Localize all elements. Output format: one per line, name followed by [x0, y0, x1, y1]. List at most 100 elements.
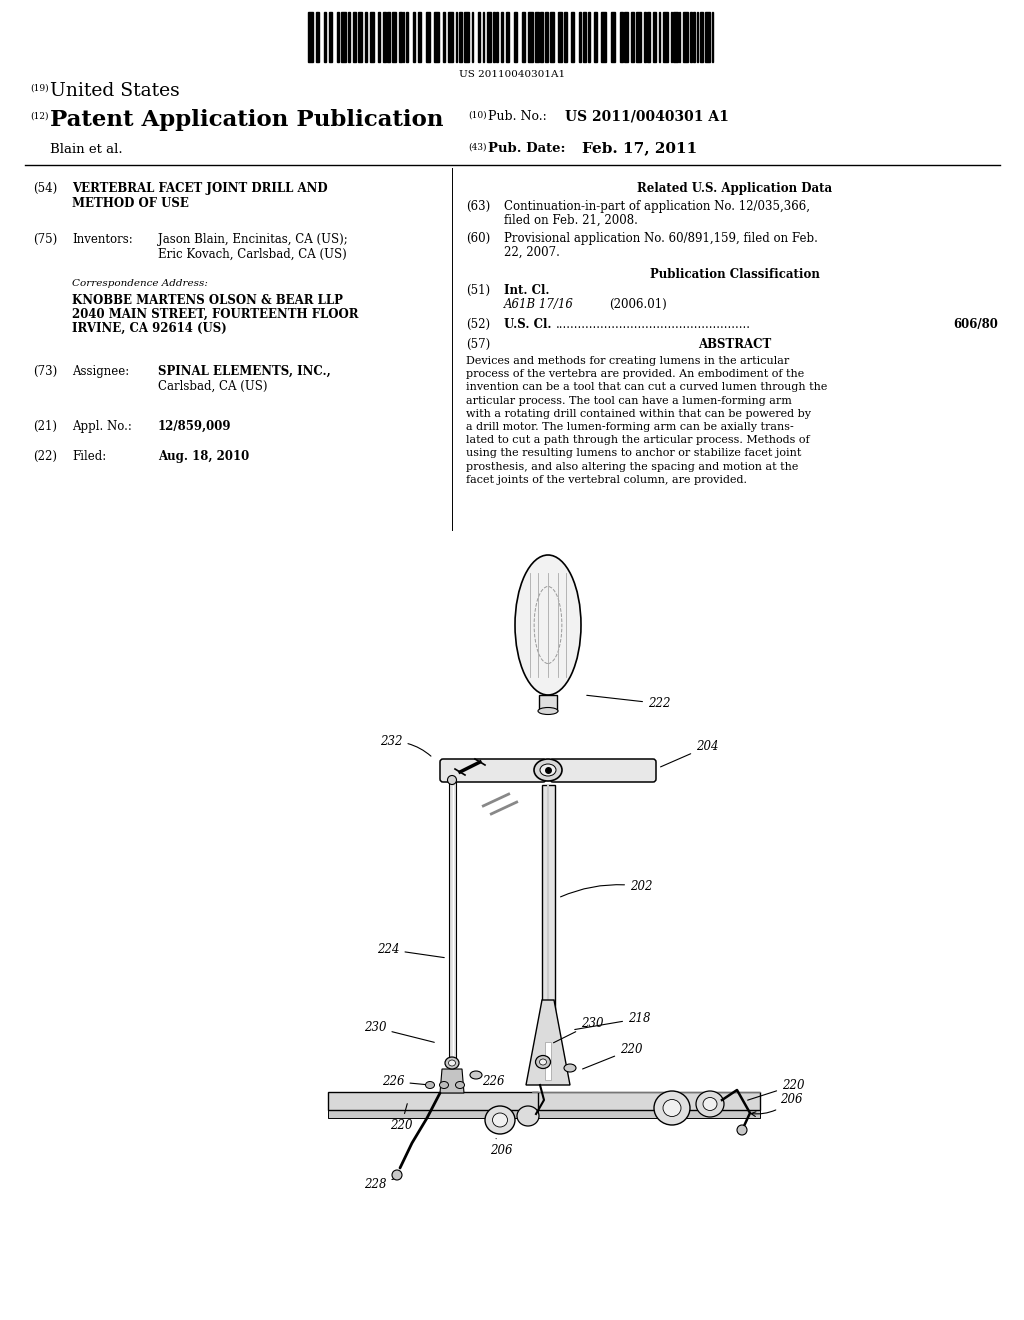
Text: ABSTRACT: ABSTRACT: [698, 338, 772, 351]
Ellipse shape: [540, 764, 556, 776]
Text: Aug. 18, 2010: Aug. 18, 2010: [158, 450, 249, 463]
Bar: [387, 12, 390, 62]
Text: VERTEBRAL FACET JOINT DRILL AND
METHOD OF USE: VERTEBRAL FACET JOINT DRILL AND METHOD O…: [72, 182, 328, 210]
Text: 226: 226: [382, 1074, 427, 1088]
Text: Carlsbad, CA (US): Carlsbad, CA (US): [158, 380, 267, 393]
Text: with a rotating drill contained within that can be powered by: with a rotating drill contained within t…: [466, 409, 811, 418]
Bar: [501, 12, 503, 62]
Text: (12): (12): [30, 112, 48, 121]
Bar: [329, 12, 332, 62]
Text: US 20110040301A1: US 20110040301A1: [459, 70, 565, 79]
Text: (2006.01): (2006.01): [609, 298, 667, 312]
Bar: [690, 12, 692, 62]
Bar: [324, 12, 326, 62]
Text: (54): (54): [33, 182, 57, 195]
Bar: [464, 12, 469, 62]
Text: Blain et al.: Blain et al.: [50, 143, 123, 156]
Text: 206: 206: [490, 1139, 512, 1158]
Ellipse shape: [654, 1092, 690, 1125]
Bar: [611, 12, 615, 62]
Text: KNOBBE MARTENS OLSON & BEAR LLP: KNOBBE MARTENS OLSON & BEAR LLP: [72, 294, 343, 308]
Bar: [624, 12, 628, 62]
Bar: [564, 12, 567, 62]
Ellipse shape: [564, 1064, 575, 1072]
Polygon shape: [526, 1001, 570, 1085]
Text: 22, 2007.: 22, 2007.: [504, 246, 560, 259]
Text: facet joints of the vertebral column, are provided.: facet joints of the vertebral column, ar…: [466, 475, 746, 484]
Text: 218: 218: [574, 1012, 650, 1030]
Bar: [636, 12, 641, 62]
Text: SPINAL ELEMENTS, INC.,: SPINAL ELEMENTS, INC.,: [158, 366, 331, 378]
Text: Filed:: Filed:: [72, 450, 106, 463]
Text: (19): (19): [30, 84, 48, 92]
Text: (10): (10): [468, 111, 486, 120]
Bar: [449, 780, 456, 1063]
Text: prosthesis, and also altering the spacing and motion at the: prosthesis, and also altering the spacin…: [466, 462, 799, 471]
Bar: [588, 12, 590, 62]
Bar: [550, 12, 554, 62]
Bar: [545, 1041, 551, 1080]
Bar: [378, 12, 380, 62]
Text: 230: 230: [554, 1016, 603, 1043]
Ellipse shape: [392, 1170, 402, 1180]
Text: 2040 MAIN STREET, FOURTEENTH FLOOR: 2040 MAIN STREET, FOURTEENTH FLOOR: [72, 308, 358, 321]
Ellipse shape: [696, 1092, 724, 1117]
Text: Related U.S. Application Data: Related U.S. Application Data: [637, 182, 833, 195]
Text: Appl. No.:: Appl. No.:: [72, 420, 132, 433]
Text: (52): (52): [466, 318, 490, 331]
Bar: [337, 12, 339, 62]
Polygon shape: [440, 1069, 464, 1093]
Text: 204: 204: [660, 741, 719, 767]
Bar: [532, 1110, 760, 1118]
Bar: [647, 12, 650, 62]
Bar: [406, 12, 408, 62]
Text: lated to cut a path through the articular process. Methods of: lated to cut a path through the articula…: [466, 436, 810, 445]
Text: 206: 206: [751, 1093, 803, 1117]
Bar: [540, 12, 543, 62]
Ellipse shape: [456, 1081, 465, 1089]
Bar: [443, 12, 445, 62]
Ellipse shape: [538, 708, 558, 714]
Bar: [478, 12, 480, 62]
Ellipse shape: [470, 1071, 482, 1078]
Bar: [328, 1092, 538, 1110]
Bar: [522, 12, 525, 62]
Bar: [631, 12, 634, 62]
Bar: [353, 12, 356, 62]
Text: United States: United States: [50, 82, 180, 100]
Text: 228: 228: [364, 1177, 394, 1191]
Bar: [542, 785, 555, 1060]
Text: 220: 220: [390, 1104, 413, 1133]
Bar: [348, 12, 350, 62]
Text: 226: 226: [482, 1074, 505, 1088]
Bar: [413, 12, 415, 62]
Text: Patent Application Publication: Patent Application Publication: [50, 110, 443, 131]
Text: Provisional application No. 60/891,159, filed on Feb.: Provisional application No. 60/891,159, …: [504, 232, 818, 246]
Bar: [583, 12, 586, 62]
Ellipse shape: [449, 1060, 456, 1067]
Text: (51): (51): [466, 284, 490, 297]
Ellipse shape: [445, 1057, 459, 1069]
Bar: [673, 12, 678, 62]
Ellipse shape: [517, 1106, 539, 1126]
Text: 232: 232: [380, 735, 431, 756]
Ellipse shape: [536, 1056, 551, 1068]
Text: Eric Kovach, Carlsbad, CA (US): Eric Kovach, Carlsbad, CA (US): [158, 248, 347, 261]
Bar: [700, 12, 703, 62]
Bar: [308, 12, 313, 62]
Text: using the resulting lumens to anchor or stabilize facet joint: using the resulting lumens to anchor or …: [466, 449, 802, 458]
Bar: [705, 12, 710, 62]
Bar: [506, 12, 509, 62]
Text: Devices and methods for creating lumens in the articular: Devices and methods for creating lumens …: [466, 356, 790, 366]
Bar: [365, 12, 367, 62]
Text: ....................................................: ........................................…: [556, 318, 751, 331]
Text: U.S. Cl.: U.S. Cl.: [504, 318, 552, 331]
Ellipse shape: [703, 1097, 717, 1110]
Text: Int. Cl.: Int. Cl.: [504, 284, 550, 297]
Bar: [370, 12, 374, 62]
Bar: [532, 1092, 760, 1110]
Text: A61B 17/16: A61B 17/16: [504, 298, 573, 312]
Text: Pub. No.:: Pub. No.:: [488, 110, 547, 123]
Text: 12/859,009: 12/859,009: [158, 420, 231, 433]
Ellipse shape: [540, 1059, 547, 1065]
